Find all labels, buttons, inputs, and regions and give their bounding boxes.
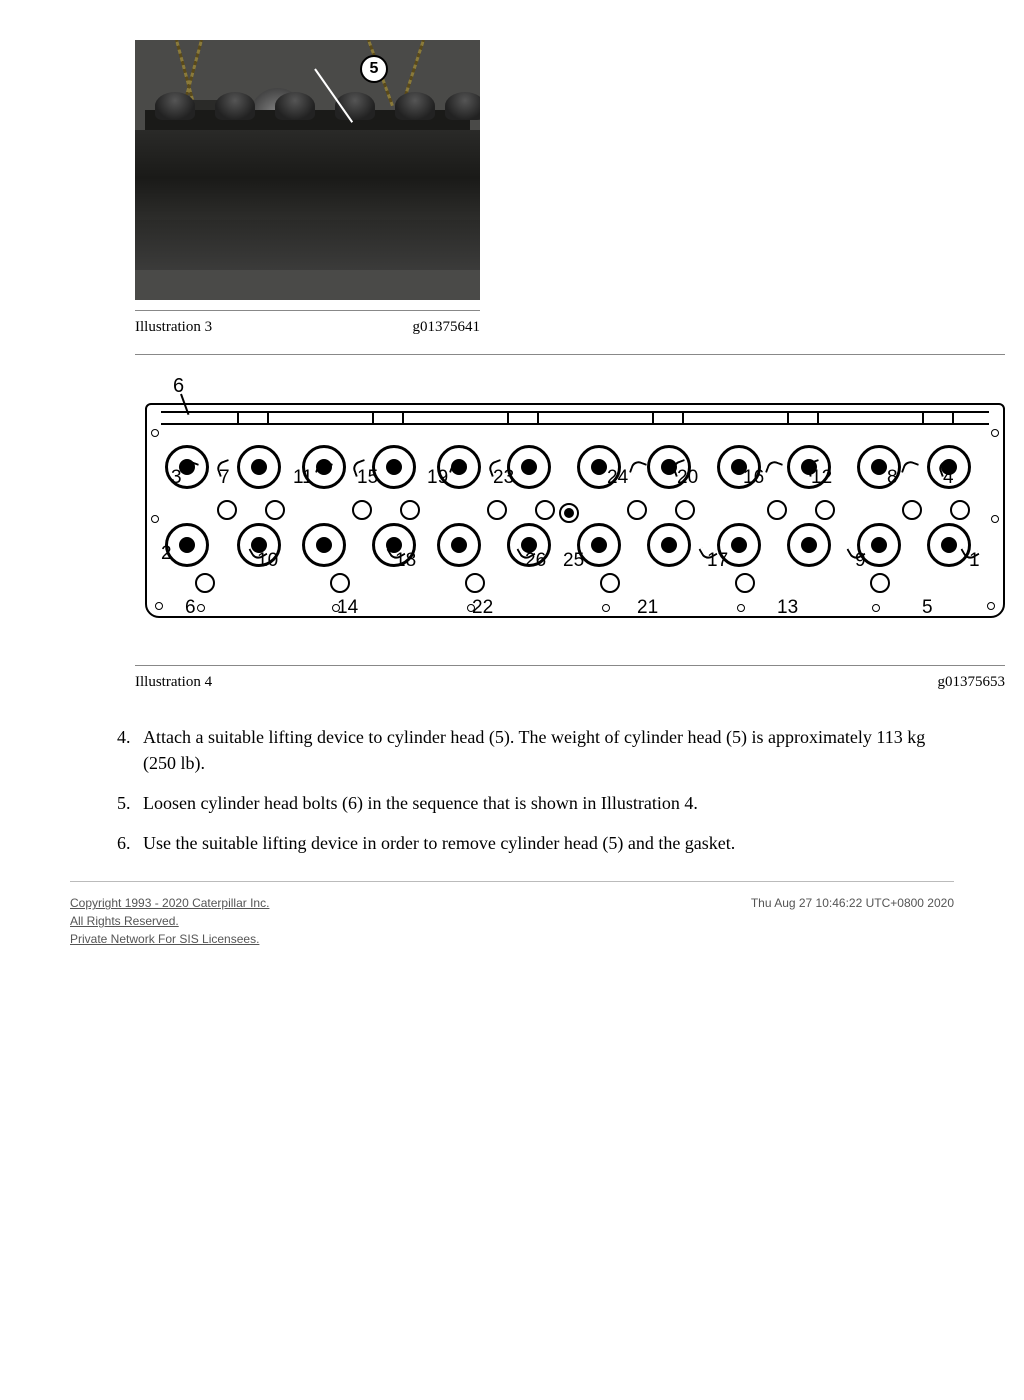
bolt-label-3: 3 (171, 467, 182, 489)
bolt-label-22: 22 (472, 597, 493, 619)
footer-copyright[interactable]: Copyright 1993 - 2020 Caterpillar Inc. (70, 896, 269, 910)
bolt-label-13: 13 (777, 597, 798, 619)
bolt-label-24: 24 (607, 467, 628, 489)
illustration-4-caption: Illustration 4 g01375653 (135, 665, 1005, 699)
bolt-label-2: 2 (161, 543, 172, 565)
illustration-4-figure: 6 (145, 375, 1005, 635)
illustration-3-label: Illustration 3 (135, 319, 212, 336)
bolt-label-19: 19 (427, 467, 448, 489)
bolt-label-14: 14 (337, 597, 358, 619)
bolt-label-6b: 6 (185, 597, 196, 619)
callout-5: 5 (360, 55, 388, 83)
illustration-3-code: g01375641 (413, 319, 481, 336)
step-6: Use the suitable lifting device in order… (135, 830, 944, 856)
page-footer: Copyright 1993 - 2020 Caterpillar Inc. A… (40, 882, 984, 950)
bolt-label-8: 8 (887, 467, 898, 489)
footer-rights[interactable]: All Rights Reserved. (70, 914, 269, 928)
illustration-4-label: Illustration 4 (135, 674, 212, 691)
footer-network[interactable]: Private Network For SIS Licensees. (70, 932, 269, 946)
bolt-label-21: 21 (637, 597, 658, 619)
illustration-3-caption: Illustration 3 g01375641 (135, 310, 480, 344)
illustration-4-code: g01375653 (938, 674, 1006, 691)
step-4: Attach a suitable lifting device to cyli… (135, 724, 944, 776)
footer-timestamp: Thu Aug 27 10:46:22 UTC+0800 2020 (751, 896, 954, 950)
bolt-label-25: 25 (563, 550, 584, 572)
bolt-label-11: 11 (293, 467, 313, 489)
procedure-steps: Attach a suitable lifting device to cyli… (110, 724, 944, 856)
step-5: Loosen cylinder head bolts (6) in the se… (135, 790, 944, 816)
bolt-label-16: 16 (743, 467, 764, 489)
illustration-3-figure: 5 (135, 40, 480, 300)
bolt-label-5: 5 (922, 597, 933, 619)
